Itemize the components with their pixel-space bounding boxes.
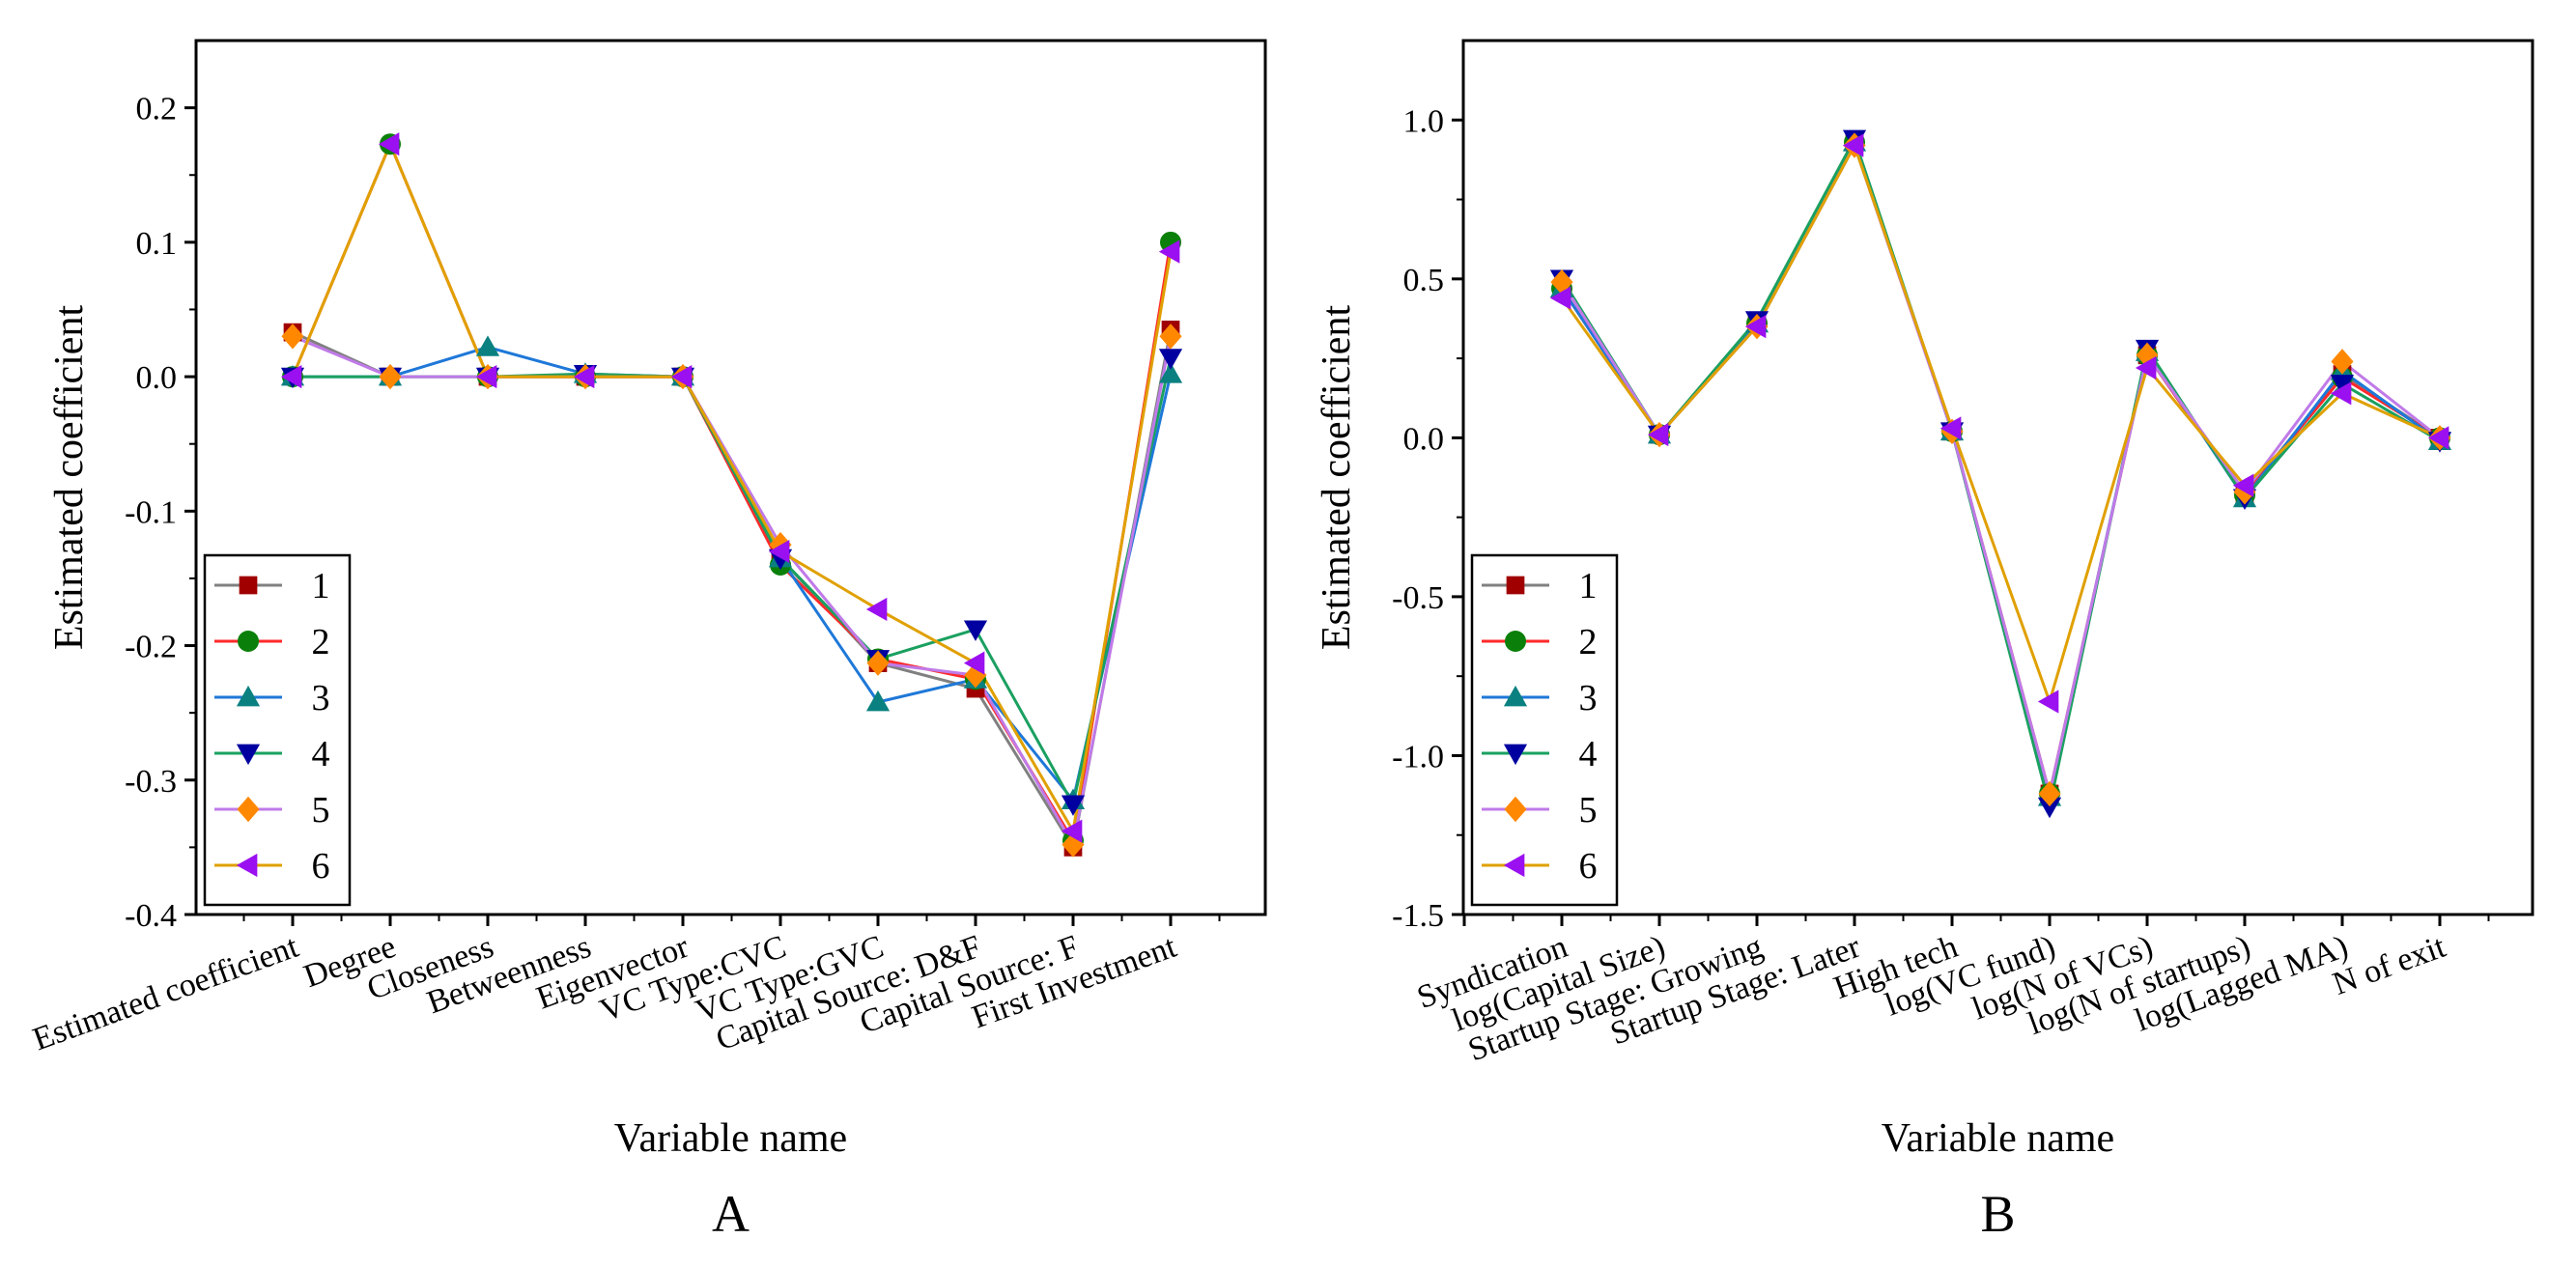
series-line-1: [1560, 140, 2441, 796]
series-line-4: [1560, 137, 2441, 808]
legend-marker-6: [236, 853, 258, 878]
legend-marker-4: [236, 744, 261, 766]
legend-label: 6: [312, 846, 330, 887]
data-point-series-4: [963, 620, 988, 641]
legend-label: 2: [312, 622, 330, 662]
data-point-series-5: [2038, 780, 2061, 807]
data-point-series-5: [379, 363, 402, 390]
data-point-series-4: [1158, 349, 1183, 370]
data-point-series-6: [280, 364, 302, 389]
y-tick-label: -0.3: [125, 764, 177, 800]
series-line-3: [1560, 140, 2441, 799]
data-point-series-6: [1842, 133, 1864, 157]
x-axis-title: Variable name: [1882, 1116, 2114, 1161]
legend-marker-5: [1504, 796, 1527, 823]
y-tick-label: -1.0: [1392, 739, 1444, 774]
data-point-series-4: [2330, 375, 2355, 396]
legend-marker-4: [1503, 744, 1528, 766]
legend-label: 6: [1579, 846, 1598, 887]
x-tick-label: N of exit: [2329, 929, 2451, 1002]
series-line-2: [1560, 140, 2441, 796]
data-point-series-5: [866, 650, 890, 676]
panel-a: -0.4 -0.3 -0.2 -0.1 0.0 0.1 0.2 Estimated coeff…: [28, 39, 1267, 1243]
y-tick-label: -0.4: [125, 898, 177, 934]
series-line-4: [293, 357, 1173, 806]
x-tick-label: Estimated coefficient: [28, 929, 303, 1058]
data-point-series-6: [1744, 315, 1767, 339]
series-line-5: [1560, 144, 2441, 796]
data-point-series-6: [768, 539, 790, 564]
y-tick-label: -1.5: [1392, 898, 1444, 934]
data-point-series-5: [964, 662, 987, 689]
legend-marker-5: [237, 796, 260, 823]
legend-marker-6: [1503, 853, 1525, 878]
data-point-series-3: [1158, 362, 1183, 383]
plot-frame: [1461, 39, 2534, 916]
legend-label: 5: [1579, 790, 1598, 831]
legend-label: 2: [1579, 622, 1598, 662]
y-axis-title: Estimated coefficient: [47, 305, 92, 651]
data-point-series-5: [1159, 324, 1182, 350]
legend-marker-2: [1505, 631, 1526, 652]
legend-marker-2: [238, 631, 259, 652]
y-tick-label: 0.0: [1403, 421, 1445, 457]
y-tick-label: -0.5: [1392, 580, 1444, 616]
y-tick-label: 1.0: [1403, 103, 1445, 139]
legend-box: [203, 553, 352, 907]
series-line-5: [292, 334, 1173, 847]
legend-marker-3: [236, 685, 261, 707]
data-point-series-6: [2037, 690, 2059, 714]
y-tick-label: 0.1: [136, 226, 178, 262]
data-point-series-6: [378, 132, 400, 156]
data-point-series-5: [2331, 349, 2354, 375]
legend-label: 1: [312, 566, 330, 606]
data-point-series-6: [865, 597, 888, 622]
data-point-series-6: [1939, 416, 1962, 440]
data-point-series-6: [1158, 239, 1180, 264]
data-point-series-6: [2427, 426, 2449, 450]
data-point-series-6: [1549, 286, 1571, 310]
y-tick-label: 0.0: [136, 360, 178, 396]
series-line-6: [291, 142, 1173, 833]
series-line-6: [1560, 144, 2441, 704]
data-point-series-4: [2037, 797, 2062, 819]
data-point-series-6: [670, 364, 693, 389]
legend-marker-1: [239, 576, 258, 595]
data-point-series-6: [2135, 355, 2157, 380]
panel-b: -1.5-1.0-0.50.00.51.0Syndicationlog(Capi…: [1315, 39, 2534, 1243]
legend-label: 4: [1579, 734, 1598, 774]
y-axis-title: Estimated coefficient: [1315, 305, 1359, 651]
data-point-series-6: [1647, 422, 1669, 447]
data-point-series-6: [2330, 381, 2352, 406]
series-line-3: [293, 345, 1173, 802]
data-point-series-6: [963, 651, 985, 675]
data-point-series-4: [1061, 795, 1086, 816]
legend-label: 3: [1579, 678, 1598, 718]
legend-label: 3: [312, 678, 330, 718]
y-tick-label: 0.2: [136, 92, 178, 127]
data-point-series-6: [573, 364, 595, 389]
legend-label: 1: [1579, 566, 1598, 606]
y-tick-label: -0.1: [125, 494, 177, 530]
data-point-series-6: [2232, 473, 2254, 497]
y-tick-label: 0.5: [1403, 263, 1445, 298]
data-point-series-5: [769, 531, 792, 558]
y-tick-label: -0.2: [125, 630, 177, 665]
legend-box: [1470, 553, 1619, 907]
legend-label: 5: [312, 790, 330, 831]
data-point-series-3: [475, 335, 500, 356]
legend-marker-1: [1506, 576, 1525, 595]
plot-frame: [194, 39, 1267, 916]
data-point-series-3: [865, 690, 891, 712]
panel-label: B: [1980, 1185, 2015, 1243]
data-point-series-5: [281, 324, 304, 350]
series-line-2: [291, 142, 1173, 842]
legend-label: 4: [312, 734, 330, 774]
x-axis-title: Variable name: [614, 1116, 847, 1161]
legend-marker-3: [1503, 685, 1528, 707]
data-point-series-6: [475, 364, 497, 389]
panel-label: A: [712, 1185, 750, 1243]
data-point-series-6: [1061, 819, 1083, 843]
